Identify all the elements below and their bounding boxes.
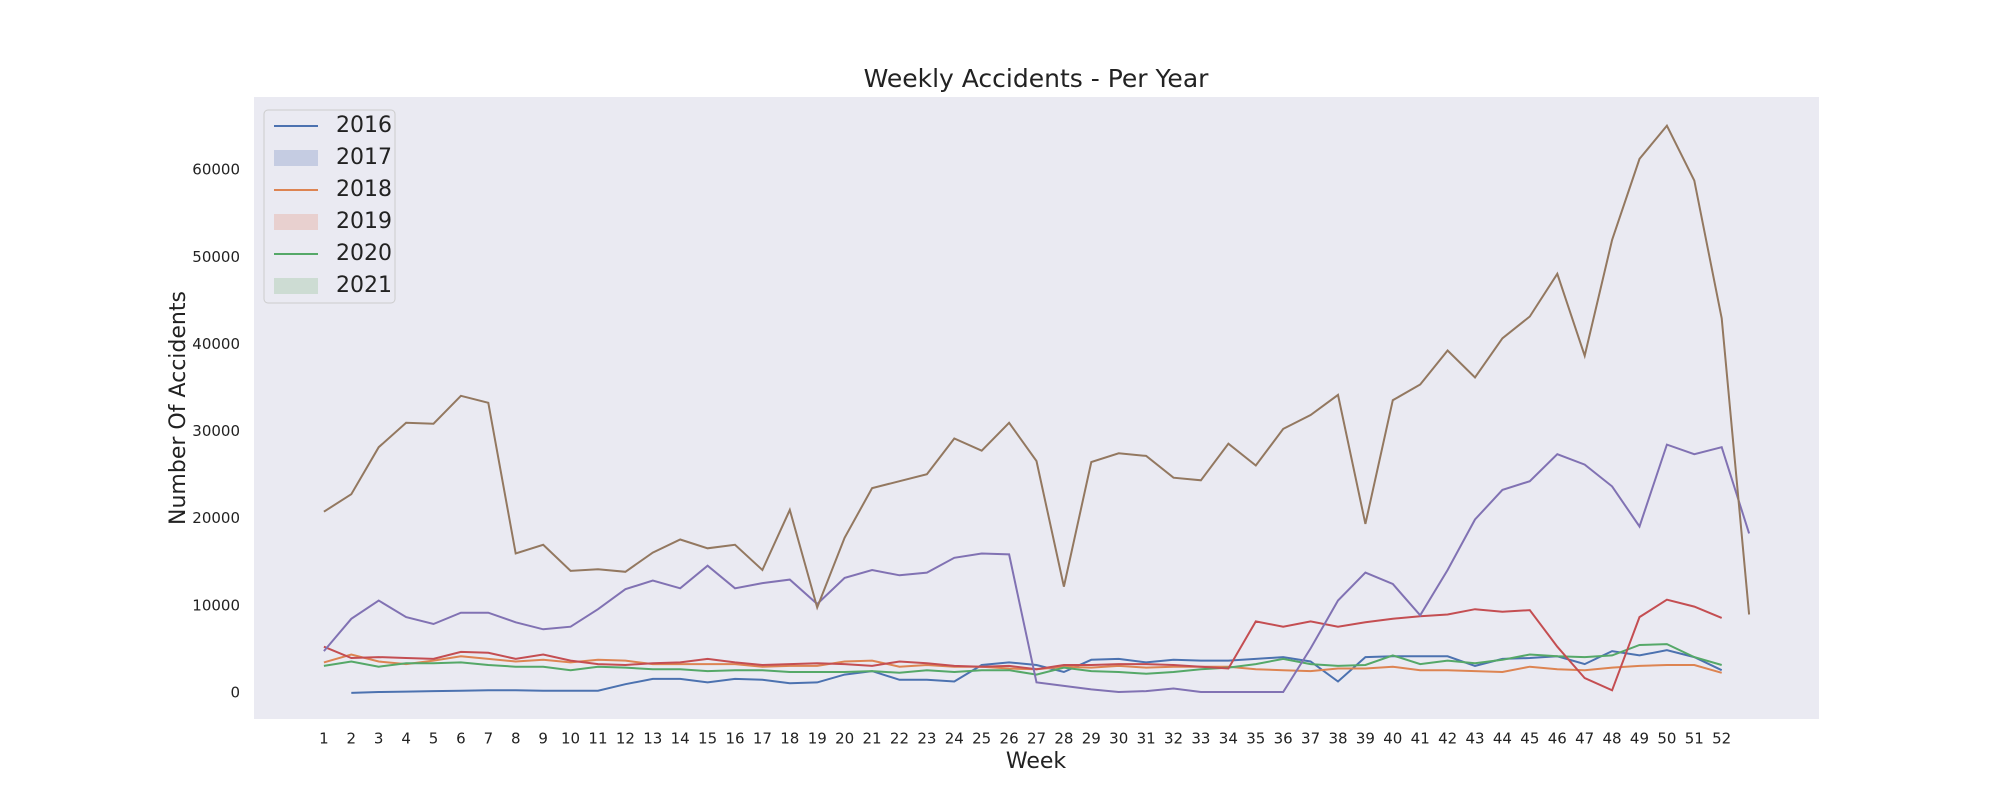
- x-tick-label: 41: [1411, 730, 1430, 748]
- x-tick-label: 34: [1219, 730, 1238, 748]
- y-tick-label: 60000: [192, 161, 240, 179]
- x-tick-label: 26: [1000, 730, 1019, 748]
- x-tick-label: 13: [643, 730, 662, 748]
- y-tick-label: 10000: [192, 596, 240, 614]
- x-tick-label: 10: [561, 730, 580, 748]
- x-tick-label: 28: [1054, 730, 1073, 748]
- x-tick-label: 11: [588, 730, 607, 748]
- x-tick-label: 46: [1548, 730, 1567, 748]
- x-tick-label: 24: [945, 730, 964, 748]
- x-tick-label: 12: [616, 730, 635, 748]
- x-tick-label: 51: [1685, 730, 1704, 748]
- y-tick-label: 50000: [192, 248, 240, 266]
- x-tick-label: 7: [484, 730, 494, 748]
- x-tick-label: 43: [1465, 730, 1484, 748]
- x-tick-label: 50: [1657, 730, 1676, 748]
- x-tick-label: 47: [1575, 730, 1594, 748]
- x-tick-label: 16: [725, 730, 744, 748]
- x-tick-label: 19: [808, 730, 827, 748]
- y-tick-label: 20000: [192, 509, 240, 527]
- x-tick-label: 20: [835, 730, 854, 748]
- legend-label: 2020: [336, 241, 392, 266]
- series-line: [323, 443, 1751, 694]
- x-tick-label: 42: [1438, 730, 1457, 748]
- legend-swatch: [274, 214, 318, 230]
- x-tick-label: 39: [1356, 730, 1375, 748]
- x-tick-label: 23: [917, 730, 936, 748]
- x-tick-label: 29: [1082, 730, 1101, 748]
- series-line: [323, 123, 1751, 615]
- x-tick-label: 40: [1383, 730, 1402, 748]
- plot-area: [254, 97, 1819, 719]
- x-tick-label: 2: [347, 730, 357, 748]
- x-tick-label: 3: [374, 730, 384, 748]
- y-tick-label: 30000: [192, 422, 240, 440]
- x-tick-label: 36: [1274, 730, 1293, 748]
- x-tick-label: 45: [1520, 730, 1539, 748]
- legend-label: 2019: [336, 209, 392, 234]
- legend-label: 2016: [336, 113, 392, 138]
- x-tick-label: 15: [698, 730, 717, 748]
- x-tick-label: 22: [890, 730, 909, 748]
- x-tick-label: 8: [511, 730, 521, 748]
- x-tick-label: 35: [1246, 730, 1265, 748]
- x-tick-label: 37: [1301, 730, 1320, 748]
- legend-swatch: [274, 278, 318, 294]
- x-tick-label: 33: [1191, 730, 1210, 748]
- legend-label: 2017: [336, 145, 392, 170]
- series-line: [323, 598, 1723, 692]
- x-tick-label: 30: [1109, 730, 1128, 748]
- x-tick-label: 6: [456, 730, 466, 748]
- lines: [323, 123, 1751, 694]
- x-tick-label: 32: [1164, 730, 1183, 748]
- x-tick-label: 38: [1328, 730, 1347, 748]
- y-tick-label: 40000: [192, 335, 240, 353]
- x-tick-label: 27: [1027, 730, 1046, 748]
- x-tick-label: 25: [972, 730, 991, 748]
- y-axis-label: Number Of Accidents: [166, 291, 191, 525]
- x-tick-label: 14: [671, 730, 690, 748]
- y-tick-label: 0: [230, 683, 240, 701]
- x-tick-label: 18: [780, 730, 799, 748]
- x-tick-label: 21: [863, 730, 882, 748]
- x-axis-label: Week: [1006, 749, 1067, 774]
- x-tick-label: 52: [1712, 730, 1731, 748]
- x-tick-label: 44: [1493, 730, 1512, 748]
- x-tick-label: 49: [1630, 730, 1649, 748]
- x-tick-label: 31: [1137, 730, 1156, 748]
- legend-swatch: [274, 150, 318, 166]
- x-tick-label: 48: [1603, 730, 1622, 748]
- x-tick-label: 17: [753, 730, 772, 748]
- series-line: [323, 643, 1722, 676]
- legend: 2016 2017 2018 2019 2020 2021: [263, 109, 396, 304]
- legend-label: 2021: [336, 273, 392, 298]
- legend-label: 2018: [336, 177, 392, 202]
- chart-title: Weekly Accidents - Per Year: [864, 64, 1210, 93]
- x-tick-label: 1: [319, 730, 329, 748]
- x-tick-label: 5: [429, 730, 439, 748]
- x-tick-label: 4: [401, 730, 411, 748]
- series-line: [323, 653, 1722, 674]
- x-tick-label: 9: [538, 730, 548, 748]
